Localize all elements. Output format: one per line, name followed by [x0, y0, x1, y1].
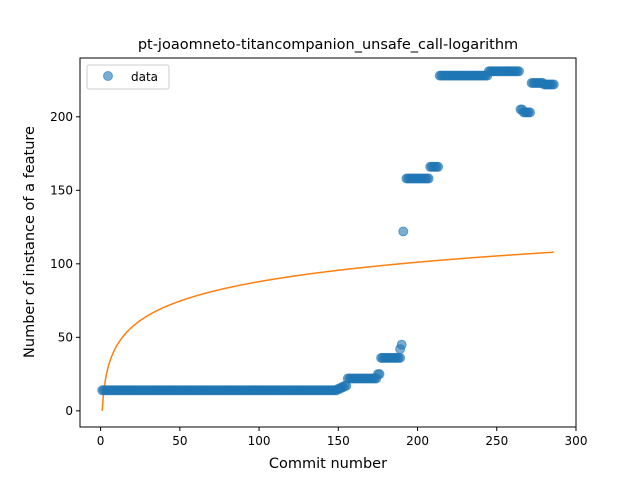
data-point	[525, 107, 536, 118]
y-tick-label: 0	[65, 404, 73, 418]
x-tick-label: 200	[406, 434, 429, 448]
legend-label: data	[131, 70, 158, 84]
data-point	[513, 66, 524, 77]
data-point	[548, 79, 559, 90]
y-tick-label: 150	[50, 183, 73, 197]
y-tick-label: 100	[50, 257, 73, 271]
y-axis-ticks: 0 50 100 150 200	[50, 110, 80, 418]
data-point	[398, 226, 409, 237]
plot-frame	[79, 57, 577, 428]
plot-area	[79, 57, 577, 428]
data-point	[423, 173, 434, 184]
x-tick-label: 300	[565, 434, 588, 448]
x-tick-label: 0	[97, 434, 105, 448]
x-tick-label: 250	[485, 434, 508, 448]
data-point	[395, 352, 406, 363]
legend-box	[86, 64, 170, 90]
data-point	[433, 161, 444, 172]
y-axis-label: Number of instance of a feature	[22, 126, 38, 358]
legend: data	[86, 64, 170, 90]
points-layer	[97, 66, 559, 396]
plot-background	[80, 58, 576, 427]
y-tick-label: 50	[58, 330, 73, 344]
y-tick-label: 200	[50, 110, 73, 124]
x-axis-label: Commit number	[269, 456, 387, 472]
x-tick-label: 150	[327, 434, 350, 448]
x-tick-label: 100	[248, 434, 271, 448]
x-tick-label: 50	[172, 434, 187, 448]
data-point	[374, 369, 385, 380]
legend-marker	[103, 71, 113, 81]
data-point	[396, 339, 407, 350]
fit-line	[101, 251, 554, 411]
x-axis-ticks: 0 50 100 150 200 250 300	[97, 427, 588, 448]
chart-title: pt-joaomneto-titancompanion_unsafe_call-…	[138, 37, 518, 53]
fit-layer	[101, 251, 554, 411]
